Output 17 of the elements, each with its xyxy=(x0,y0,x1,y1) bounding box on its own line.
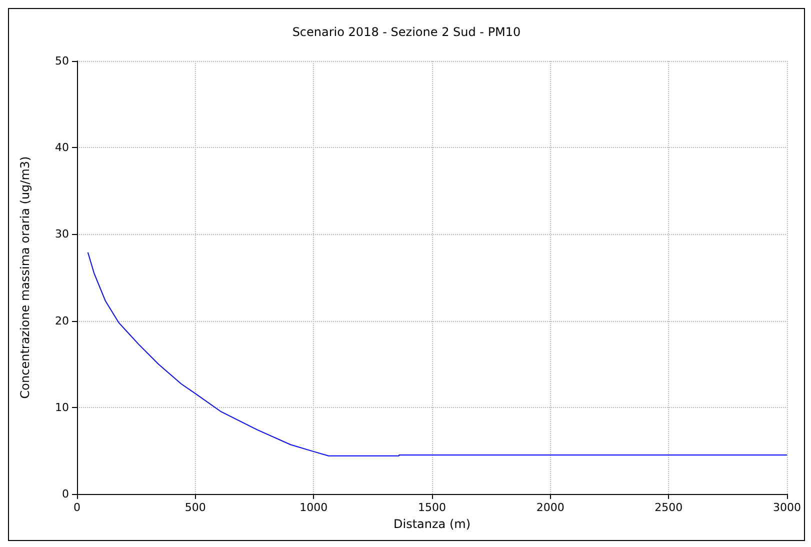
chart-title: Scenario 2018 - Sezione 2 Sud - PM10 xyxy=(292,25,521,39)
y-axis-title: Concentrazione massima oraria (ug/m3) xyxy=(18,156,32,399)
y-tick-label: 30 xyxy=(55,228,69,241)
y-tick-label: 40 xyxy=(55,141,69,154)
x-tick-label: 2000 xyxy=(536,501,564,514)
y-tick-label: 20 xyxy=(55,314,69,328)
x-tick-label: 1500 xyxy=(418,501,446,514)
x-tick-label: 3000 xyxy=(773,501,802,514)
line-series xyxy=(87,252,788,456)
x-tick-label: 1000 xyxy=(300,501,328,514)
x-axis-title: Distanza (m) xyxy=(393,517,471,531)
y-tick-label: 50 xyxy=(55,54,69,68)
y-tick-label: 0 xyxy=(62,488,69,500)
y-tick-label: 10 xyxy=(55,400,69,414)
x-tick-label: 2500 xyxy=(654,501,683,514)
x-tick-label: 0 xyxy=(74,501,80,514)
x-tick-label: 500 xyxy=(184,501,206,514)
